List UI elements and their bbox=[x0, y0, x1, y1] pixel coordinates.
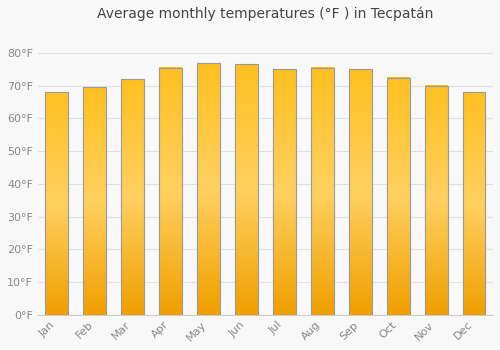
Bar bbox=[46, 92, 68, 315]
Bar bbox=[311, 68, 334, 315]
Bar bbox=[462, 92, 485, 315]
Bar bbox=[235, 64, 258, 315]
Bar bbox=[159, 68, 182, 315]
Bar bbox=[122, 79, 144, 315]
Bar bbox=[425, 86, 448, 315]
Bar bbox=[349, 69, 372, 315]
Bar bbox=[197, 63, 220, 315]
Bar bbox=[387, 77, 409, 315]
Bar bbox=[84, 87, 106, 315]
Title: Average monthly temperatures (°F ) in Tecpatán: Average monthly temperatures (°F ) in Te… bbox=[97, 7, 434, 21]
Bar bbox=[273, 69, 296, 315]
